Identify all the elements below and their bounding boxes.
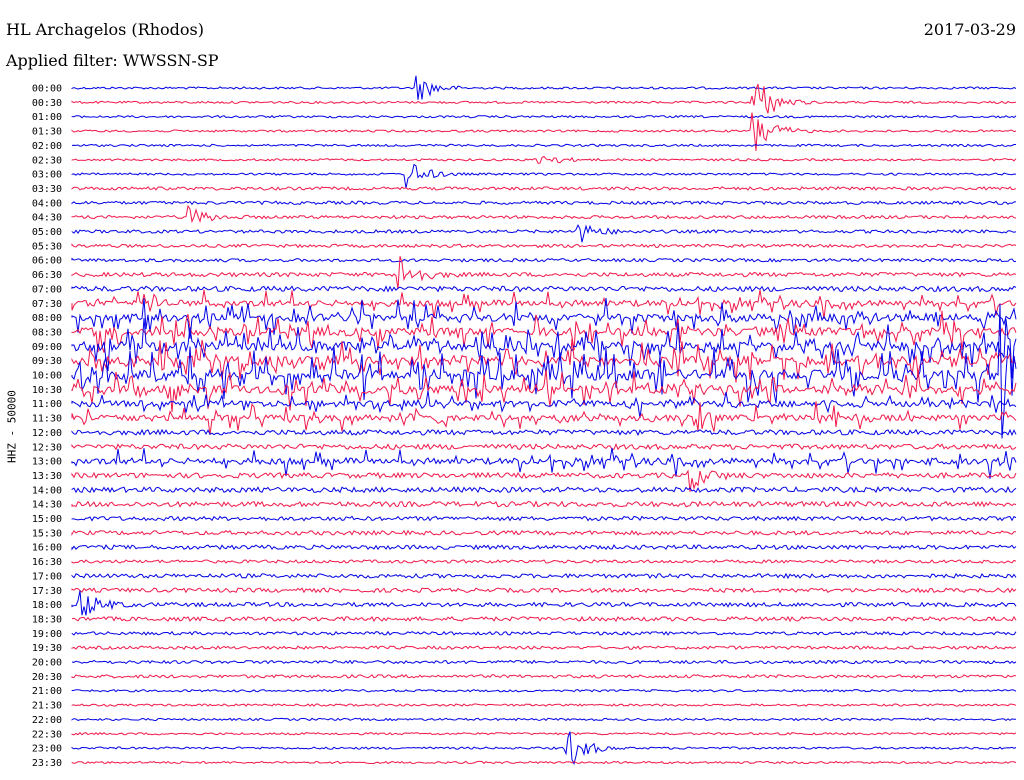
- row-label-2200: 22:00: [32, 715, 62, 726]
- row-label-1230: 12:30: [32, 442, 62, 453]
- row-label-0430: 04:30: [32, 213, 62, 224]
- row-label-0600: 06:00: [32, 256, 62, 267]
- trace-2300: [71, 731, 1017, 766]
- trace-1700: [71, 572, 1017, 580]
- trace-1030: [71, 369, 1017, 413]
- trace-0600: [71, 257, 1017, 263]
- trace-0700: [71, 285, 1017, 293]
- trace-1230: [71, 442, 1017, 451]
- row-label-1000: 10:00: [32, 371, 62, 382]
- trace-2200: [71, 717, 1017, 722]
- trace-1730: [71, 587, 1017, 594]
- row-label-1930: 19:30: [32, 643, 62, 654]
- trace-1500: [71, 515, 1017, 522]
- row-label-0000: 00:00: [32, 84, 62, 95]
- date-label: 2017-03-29: [923, 20, 1016, 39]
- row-label-1700: 17:00: [32, 571, 62, 582]
- trace-2130: [71, 703, 1017, 707]
- trace-1830: [71, 615, 1017, 623]
- trace-0530: [71, 243, 1017, 249]
- row-label-1400: 14:00: [32, 485, 62, 496]
- row-label-0530: 05:30: [32, 241, 62, 252]
- trace-0830: [71, 310, 1017, 353]
- filter-label: Applied filter: WWSSN-SP: [6, 51, 219, 70]
- trace-1130: [71, 401, 1017, 435]
- row-label-1330: 13:30: [32, 471, 62, 482]
- trace-1900: [71, 630, 1017, 636]
- row-label-0300: 03:00: [32, 170, 62, 181]
- trace-1100: [71, 390, 1017, 419]
- row-label-0900: 09:00: [32, 342, 62, 353]
- row-label-1800: 18:00: [32, 600, 62, 611]
- row-label-0330: 03:30: [32, 184, 62, 195]
- row-label-1630: 16:30: [32, 557, 62, 568]
- trace-0300: [71, 163, 1017, 189]
- row-label-0700: 07:00: [32, 284, 62, 295]
- trace-1800: [71, 590, 1017, 616]
- trace-2230: [71, 731, 1017, 736]
- trace-1430: [71, 500, 1017, 508]
- trace-0800: [71, 298, 1017, 339]
- trace-0000: [71, 75, 1017, 100]
- trace-1600: [71, 544, 1017, 551]
- trace-1400: [71, 486, 1017, 494]
- trace-1000: [71, 303, 1017, 439]
- trace-1630: [71, 559, 1017, 564]
- row-label-0130: 01:30: [32, 127, 62, 138]
- trace-0730: [71, 289, 1017, 319]
- row-label-1500: 15:00: [32, 514, 62, 525]
- row-label-1430: 14:30: [32, 500, 62, 511]
- row-label-1530: 15:30: [32, 528, 62, 539]
- trace-1300: [71, 447, 1017, 479]
- row-label-0730: 07:30: [32, 299, 62, 310]
- row-label-1600: 16:00: [32, 543, 62, 554]
- trace-0130: [71, 112, 1017, 151]
- row-label-1730: 17:30: [32, 586, 62, 597]
- row-label-1100: 11:00: [32, 399, 62, 410]
- trace-0430: [71, 204, 1017, 224]
- row-label-0630: 06:30: [32, 270, 62, 281]
- row-label-0030: 00:30: [32, 98, 62, 109]
- row-label-2230: 22:30: [32, 729, 62, 740]
- trace-0630: [71, 256, 1017, 290]
- trace-0330: [71, 186, 1017, 191]
- row-label-2130: 21:30: [32, 701, 62, 712]
- row-label-1900: 19:00: [32, 629, 62, 640]
- station-title: HL Archagelos (Rhodos): [6, 20, 204, 39]
- trace-2100: [71, 688, 1017, 693]
- trace-1330: [71, 469, 1017, 492]
- trace-1530: [71, 529, 1017, 537]
- trace-0100: [71, 114, 1017, 119]
- row-label-0200: 02:00: [32, 141, 62, 152]
- row-label-0100: 01:00: [32, 112, 62, 123]
- row-label-1030: 10:30: [32, 385, 62, 396]
- trace-0500: [71, 223, 1017, 243]
- row-label-1300: 13:00: [32, 457, 62, 468]
- trace-0900: [71, 318, 1017, 379]
- row-label-2100: 21:00: [32, 686, 62, 697]
- row-label-1130: 11:30: [32, 414, 62, 425]
- trace-2000: [71, 659, 1017, 665]
- row-label-2300: 23:00: [32, 744, 62, 755]
- row-label-0930: 09:30: [32, 356, 62, 367]
- trace-2030: [71, 674, 1017, 679]
- row-label-0830: 08:30: [32, 327, 62, 338]
- row-label-0800: 08:00: [32, 313, 62, 324]
- row-label-1200: 12:00: [32, 428, 62, 439]
- row-label-2330: 23:30: [32, 758, 62, 769]
- row-label-1830: 18:30: [32, 614, 62, 625]
- trace-0230: [71, 155, 1017, 164]
- row-label-2030: 20:30: [32, 672, 62, 683]
- row-label-0500: 05:00: [32, 227, 62, 238]
- trace-1200: [71, 428, 1017, 437]
- row-label-0230: 02:30: [32, 155, 62, 166]
- trace-0200: [71, 143, 1016, 148]
- trace-0030: [71, 83, 1017, 114]
- trace-2330: [71, 760, 1017, 765]
- trace-1930: [71, 645, 1017, 651]
- row-label-0400: 04:00: [32, 198, 62, 209]
- trace-0400: [71, 200, 1017, 206]
- row-label-2000: 20:00: [32, 658, 62, 669]
